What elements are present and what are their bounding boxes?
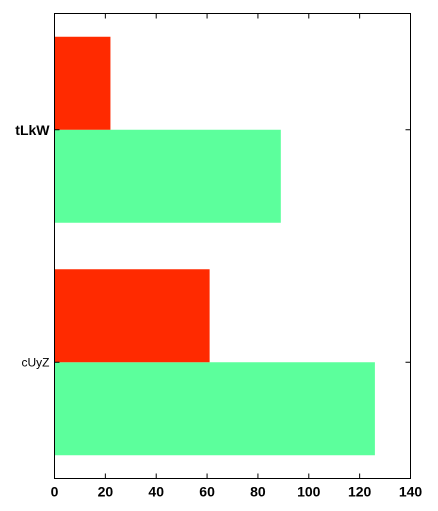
bar-series-1-cUyZ <box>54 269 210 363</box>
bar-series-0-cUyZ <box>54 362 375 456</box>
plot-frame <box>54 13 411 479</box>
bar-series-0-tLkW <box>54 129 281 223</box>
x-tick-label: 80 <box>250 484 266 500</box>
x-tick-label: 120 <box>348 484 372 500</box>
bars-layer <box>54 36 375 456</box>
y-axis-ticks: cUyZ tLkW <box>15 122 411 369</box>
x-tick-label: 20 <box>98 484 114 500</box>
x-tick-label: 60 <box>199 484 215 500</box>
x-axis-ticks: 0 20 40 60 80 100 120 140 <box>51 13 423 500</box>
y-tick-label-tLkW: tLkW <box>15 122 50 138</box>
x-tick-label: 0 <box>51 484 59 500</box>
x-tick-label: 100 <box>297 484 321 500</box>
x-tick-label: 140 <box>399 484 423 500</box>
bar-series-1-tLkW <box>54 36 111 130</box>
y-tick-label-cUyZ: cUyZ <box>22 355 50 369</box>
x-tick-label: 40 <box>148 484 164 500</box>
